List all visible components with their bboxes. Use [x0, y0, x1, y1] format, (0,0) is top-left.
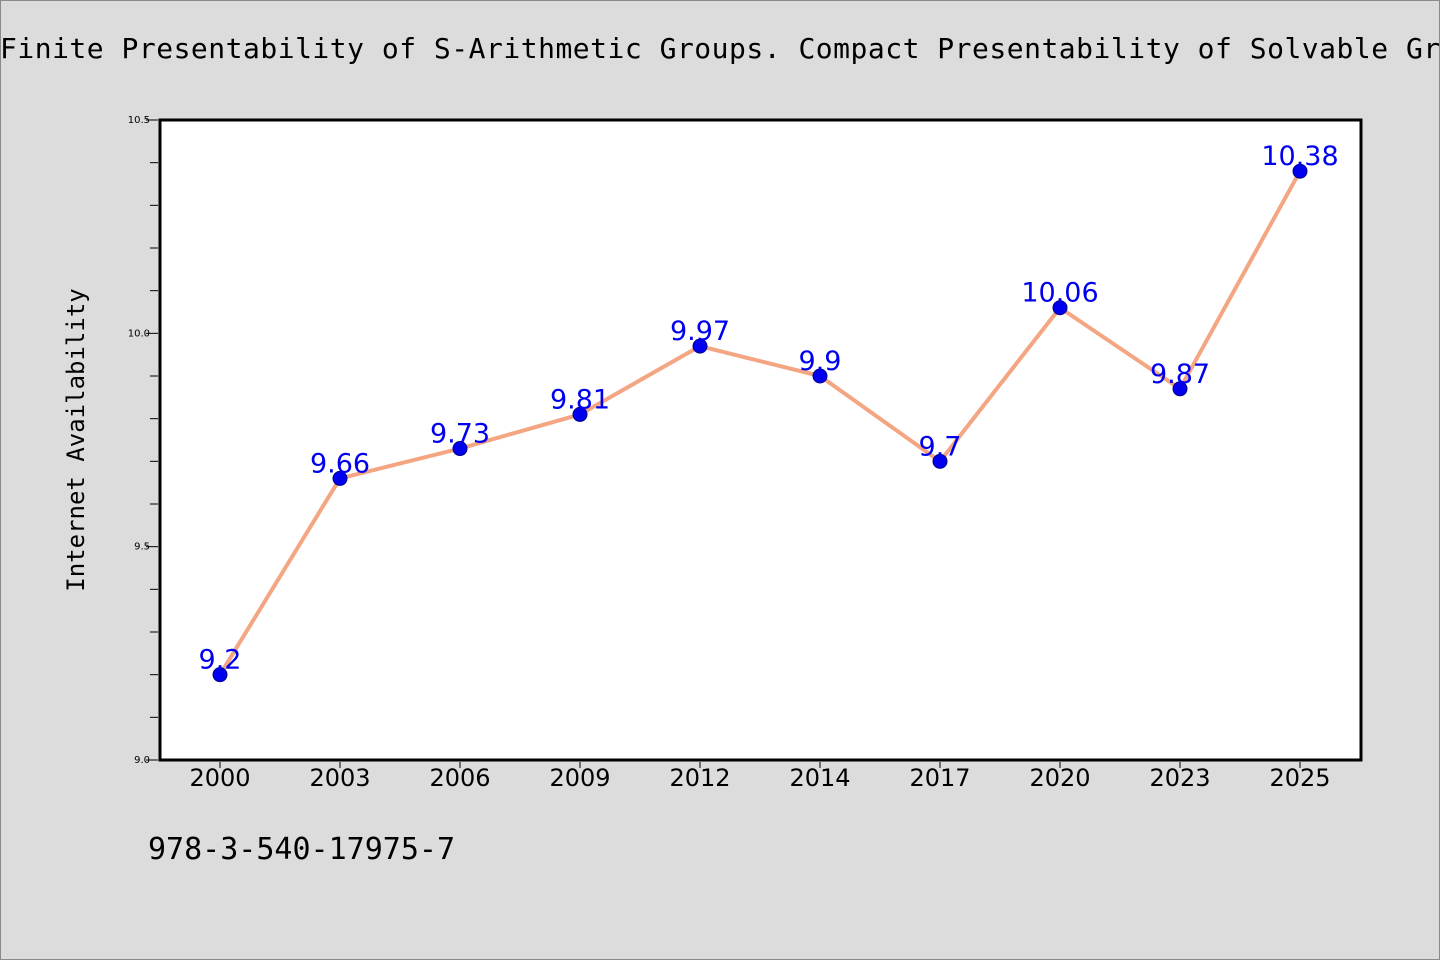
data-label: 9.97	[670, 316, 730, 347]
data-label: 9.2	[199, 645, 242, 676]
x-tick-label: 2000	[189, 764, 250, 792]
data-point	[572, 406, 588, 422]
data-point	[1172, 381, 1188, 397]
data-point	[1292, 163, 1308, 179]
data-label: 10.38	[1261, 141, 1338, 172]
data-point	[1052, 300, 1068, 316]
data-label: 9.9	[799, 346, 842, 377]
y-minor-ticks	[150, 162, 158, 718]
data-label: 9.66	[310, 448, 370, 479]
y-tick-label: 10.0	[128, 328, 150, 339]
data-points	[212, 163, 1308, 683]
y-axis-ticks: 9.0 9.5 10.0 10.5	[128, 115, 158, 766]
data-label: 9.87	[1150, 359, 1210, 390]
isbn-text: 978-3-540-17975-7	[148, 832, 456, 867]
data-label: 10.06	[1021, 278, 1098, 309]
data-labels: 9.2 9.66 9.73 9.81 9.97 9.9 9.7 10.06 9.87 10.38	[199, 141, 1339, 675]
plot-border	[158, 118, 1363, 762]
series-line	[218, 170, 1302, 676]
chart-title: Finite Presentability of S-Arithmetic Gr…	[0, 32, 1440, 65]
data-point	[932, 453, 948, 469]
x-tick-label: 2006	[429, 764, 490, 792]
data-point	[212, 667, 228, 683]
y-tick-label: 9.5	[134, 542, 150, 553]
y-tick-label: 9.0	[134, 755, 150, 766]
data-label: 9.7	[919, 431, 962, 462]
data-point	[332, 470, 348, 486]
x-tick-label: 2025	[1269, 764, 1330, 792]
x-tick-label: 2023	[1149, 764, 1210, 792]
x-tick-label: 2009	[549, 764, 610, 792]
plot-area	[160, 120, 1361, 760]
x-tick-label: 2003	[309, 764, 370, 792]
data-point	[812, 368, 828, 384]
x-tick-label: 2017	[909, 764, 970, 792]
y-axis-label: Internet Availability	[62, 288, 90, 591]
data-point	[692, 338, 708, 354]
data-point	[452, 441, 468, 457]
data-label: 9.73	[430, 419, 490, 450]
data-label: 9.81	[550, 384, 610, 415]
x-tick-label: 2020	[1029, 764, 1090, 792]
x-tick-label: 2012	[669, 764, 730, 792]
x-axis-ticks: 2000 2003 2006 2009 2012 2014 2017 2020 2023 2025	[189, 762, 1331, 792]
y-tick-label: 10.5	[128, 115, 150, 126]
x-tick-label: 2014	[789, 764, 850, 792]
